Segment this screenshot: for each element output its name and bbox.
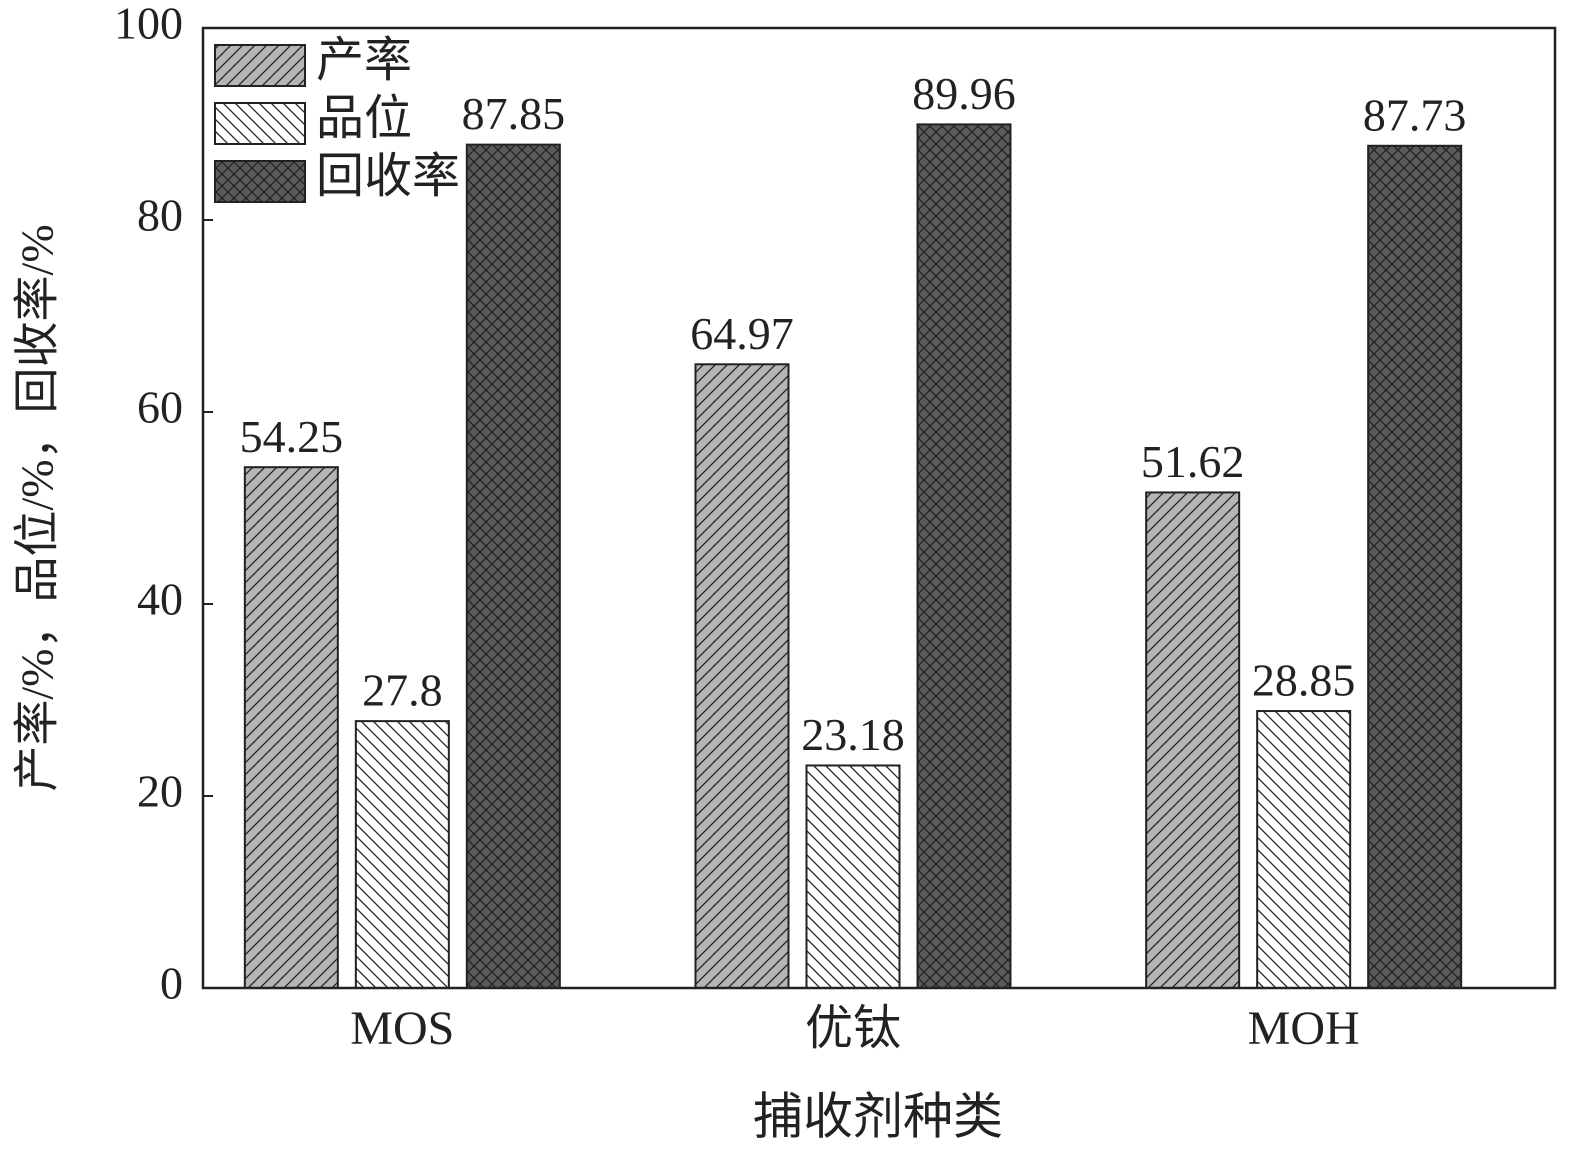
bar [805,764,901,989]
value-label: 89.96 [912,68,1016,119]
value-label: 51.62 [1141,436,1245,487]
bar [465,143,561,989]
value-label: 28.85 [1252,655,1356,706]
value-label: 87.73 [1363,89,1467,140]
value-label: 64.97 [690,308,794,359]
y-tick-label: 20 [137,766,183,817]
x-tick-label: MOS [350,1002,454,1055]
legend-swatch [214,102,306,145]
y-tick-label: 80 [137,190,183,241]
bar [1256,710,1352,989]
y-tick-label: 40 [137,574,183,625]
y-axis-label: 产率/%，品位/%，回收率/% [12,224,63,791]
bar [243,466,339,989]
x-axis-label: 捕收剂种类 [753,1088,1003,1144]
legend-label: 品位 [316,92,412,145]
bar [1367,144,1463,990]
value-label: 87.85 [462,88,566,139]
bar [354,720,450,989]
x-tick-label: 优钛 [805,1002,901,1055]
legend-swatch [214,44,306,87]
value-label: 27.8 [362,665,443,716]
legend-label: 回收率 [316,150,460,203]
y-tick-label: 60 [137,382,183,433]
y-tick-label: 100 [114,0,183,49]
legend-label: 产率 [316,34,412,87]
legend-swatch [214,160,306,203]
value-label: 54.25 [240,411,344,462]
bar [694,363,790,989]
plot-frame [201,26,1557,990]
y-tick-label: 0 [160,958,183,1009]
x-tick-label: MOH [1248,1002,1360,1055]
bar [1145,491,1241,989]
value-label: 23.18 [801,709,905,760]
bar [916,123,1012,990]
